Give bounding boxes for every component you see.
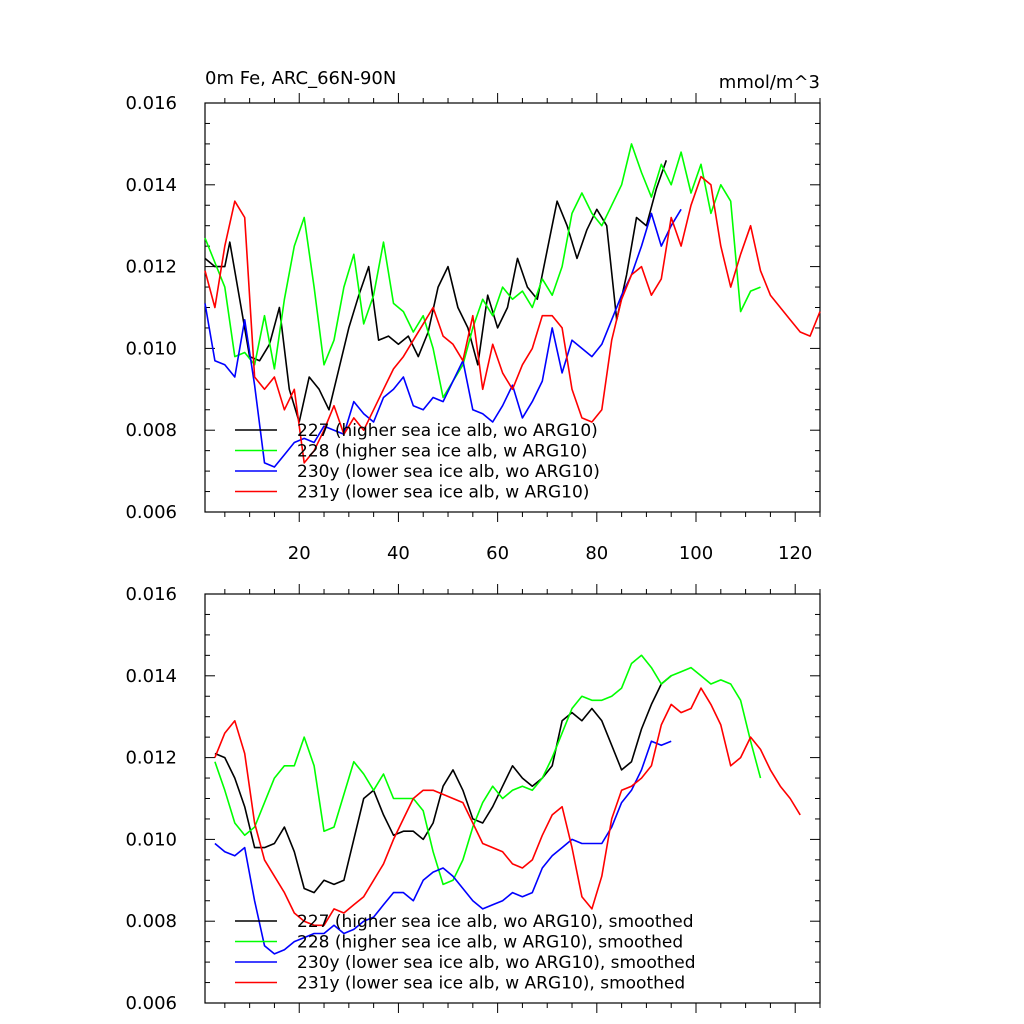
y-tick-label: 0.012 [125, 257, 177, 278]
y-tick-label: 0.010 [125, 829, 177, 850]
x-tick-label: 80 [585, 543, 608, 564]
series-line-231y [214, 687, 801, 927]
y-tick-label: 0.006 [125, 502, 177, 523]
series-line-231y [204, 175, 821, 464]
x-tick-label: 60 [486, 543, 509, 564]
series-line-227 [214, 675, 672, 894]
legend-label: 230y (lower sea ice alb, wo ARG10) [297, 462, 600, 482]
series-line-228 [214, 654, 762, 886]
x-tick-label: 40 [387, 543, 410, 564]
top-line-chart-panel: 0.006 0.008 0.010 0.012 0.014 0.016 20 40 60 80 10… [125, 68, 821, 564]
legend-label: 227 (higher sea ice alb, wo ARG10), smoo… [297, 912, 694, 932]
y-tick-label: 0.014 [125, 666, 177, 687]
legend-label: 228 (higher sea ice alb, w ARG10), smoot… [297, 933, 683, 953]
x-tick-label: 100 [679, 543, 713, 564]
x-tick-label: 20 [288, 543, 311, 564]
y-tick-label: 0.008 [125, 420, 177, 441]
units-label: mmol/m^3 [719, 72, 820, 93]
y-tick-label: 0.016 [125, 93, 177, 114]
series-line-230y [214, 740, 672, 955]
legend-label: 231y (lower sea ice alb, w ARG10), smoot… [297, 974, 685, 994]
series-line-227 [204, 160, 668, 423]
legend-label: 228 (higher sea ice alb, w ARG10) [297, 442, 587, 462]
y-tick-label: 0.006 [125, 993, 177, 1014]
x-tick-label: 120 [778, 543, 812, 564]
bottom-line-chart-panel: 0.006 0.008 0.010 0.012 0.014 0.016 227 (highe… [125, 584, 821, 1014]
legend-label: 227 (higher sea ice alb, wo ARG10) [297, 421, 598, 441]
legend-label: 230y (lower sea ice alb, wo ARG10), smoo… [297, 953, 696, 973]
y-tick-label: 0.010 [125, 338, 177, 359]
y-tick-label: 0.016 [125, 584, 177, 605]
y-tick-label: 0.012 [125, 748, 177, 769]
y-tick-label: 0.014 [125, 175, 177, 196]
legend-label: 231y (lower sea ice alb, w ARG10) [297, 483, 589, 503]
chart-title: 0m Fe, ARC_66N-90N [205, 68, 396, 89]
y-tick-label: 0.008 [125, 911, 177, 932]
series-line-230y [204, 208, 682, 468]
series-line-228 [204, 143, 761, 399]
